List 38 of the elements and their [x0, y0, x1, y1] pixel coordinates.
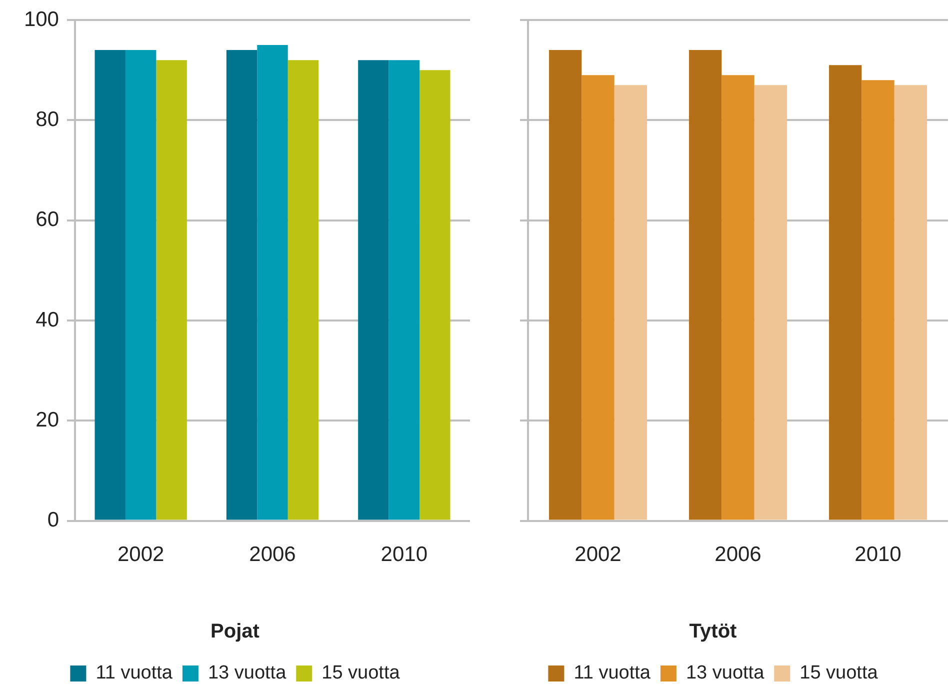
bar [125, 50, 156, 520]
x-tick-label: 2010 [380, 543, 428, 566]
legend-title: Pojat [210, 620, 260, 643]
x-tick-label: 2006 [714, 543, 762, 566]
bar [722, 75, 754, 520]
y-tick-label: 20 [36, 408, 59, 432]
bar [689, 50, 722, 520]
legend-label: 15 vuotta [800, 662, 878, 684]
bar [549, 50, 582, 520]
legend-label: 11 vuotta [96, 662, 173, 684]
legend-label: 15 vuotta [322, 662, 400, 684]
y-tick-label: 60 [36, 208, 59, 232]
legend-label: 13 vuotta [686, 662, 765, 684]
legend-title: Tytöt [689, 620, 738, 643]
bar [862, 80, 894, 520]
y-tick-label: 0 [47, 508, 59, 532]
y-tick-label: 100 [24, 8, 59, 31]
bar [614, 85, 647, 520]
bar [388, 60, 420, 520]
x-tick-label: 2002 [117, 543, 164, 566]
bar [94, 50, 126, 520]
x-tick-label: 2010 [854, 543, 902, 566]
legend-label: 11 vuotta [574, 662, 651, 684]
bar [829, 65, 862, 520]
bar [582, 75, 614, 520]
bar [420, 70, 450, 520]
x-tick-label: 2002 [574, 543, 622, 566]
y-tick-label: 80 [36, 108, 59, 131]
bar [894, 85, 927, 520]
legend-label: 13 vuotta [208, 662, 287, 684]
y-tick-label: 40 [36, 308, 59, 332]
bar [358, 60, 389, 520]
bar [257, 45, 288, 520]
bar [288, 60, 319, 520]
bar [156, 60, 187, 520]
bar [226, 50, 258, 520]
bar [754, 85, 787, 520]
x-tick-label: 2006 [249, 543, 296, 566]
